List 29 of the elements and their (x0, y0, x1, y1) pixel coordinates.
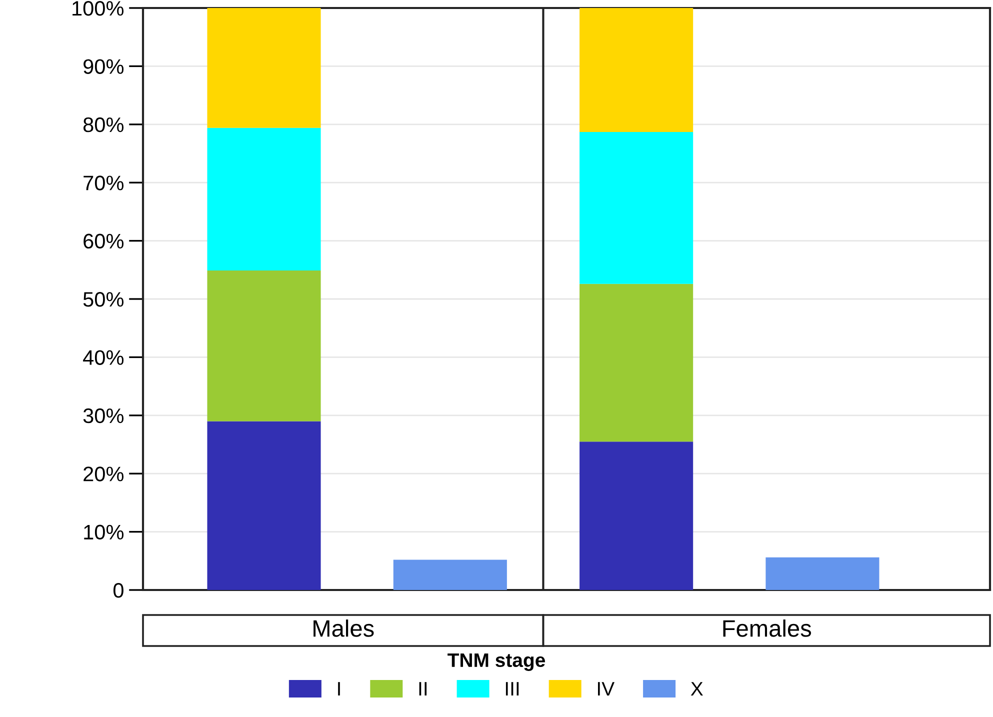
text: Females (723, 619, 812, 637)
legend-label: IV (598, 682, 614, 696)
y-tick-label: 30% (83, 408, 124, 424)
bar (207, 421, 321, 590)
bar (393, 560, 507, 590)
bar (580, 132, 694, 284)
bar (207, 270, 321, 422)
y-tick-label: 20% (84, 466, 124, 482)
y-tick-label: 50% (83, 292, 124, 307)
legend-label: I (338, 682, 340, 696)
legend-label: III (506, 682, 519, 696)
y-tick-label: 10% (84, 524, 124, 540)
legend-label: X (690, 682, 703, 696)
y-tick-label: 90% (84, 59, 124, 74)
bar (580, 442, 694, 590)
bar (580, 284, 694, 442)
y-tick-label: 70% (84, 176, 124, 190)
legend-label: II (419, 682, 427, 696)
y-tick-label: 0 (113, 583, 124, 598)
legend-title: TNM stage (448, 653, 545, 671)
text: Males (314, 619, 374, 637)
y-tick-label: 40% (83, 350, 124, 365)
bar (207, 8, 321, 128)
y-tick-label: 60% (84, 234, 124, 249)
y-tick-label: 80% (83, 117, 124, 132)
bar (766, 557, 880, 590)
bar (580, 8, 694, 132)
bar (207, 128, 321, 270)
y-tick-label: 100% (72, 1, 124, 16)
